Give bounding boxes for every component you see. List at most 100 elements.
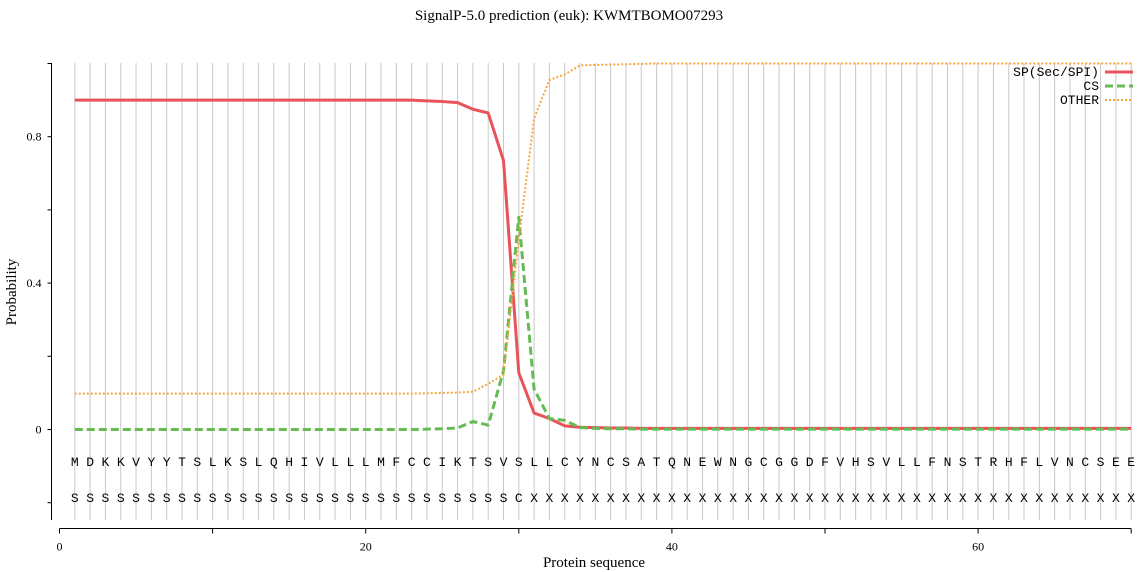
sequence-residue: D [806, 455, 814, 470]
residue-label: X [607, 491, 615, 506]
sequence-residue: V [836, 455, 844, 470]
residue-label: X [1051, 491, 1059, 506]
sequence-residue: C [408, 455, 416, 470]
residue-label: X [974, 491, 982, 506]
x-tick-label: 0 [57, 540, 63, 554]
residue-label: X [729, 491, 737, 506]
residue-label: X [1066, 491, 1074, 506]
residue-label: X [653, 491, 661, 506]
residue-label: S [438, 491, 446, 506]
residue-label: S [102, 491, 110, 506]
series-line-other [74, 62, 1132, 395]
y-tick-label: 0 [36, 423, 42, 437]
sequence-residue: L [346, 455, 354, 470]
x-tick-label: 60 [972, 540, 984, 554]
residue-label: S [178, 491, 186, 506]
series-line-cs [74, 215, 1132, 431]
y-axis-label: Probability [4, 258, 20, 325]
residue-label: S [193, 491, 201, 506]
sequence-residue: L [255, 455, 263, 470]
sequence-residue: L [898, 455, 906, 470]
x-axis: 0 20 40 60 [57, 528, 1132, 554]
series-line-sp-sec-spi [74, 98, 1132, 430]
residue-label: X [1005, 491, 1013, 506]
residue-label: X [637, 491, 645, 506]
residue-label: X [990, 491, 998, 506]
chart-title: SignalP-5.0 prediction (euk): KWMTBOMO07… [415, 8, 723, 24]
sequence-residue: L [331, 455, 339, 470]
residue-label: X [1112, 491, 1120, 506]
residue-label: X [745, 491, 753, 506]
sequence-residue: V [882, 455, 890, 470]
sequence-residue: K [102, 455, 110, 470]
residue-label: X [928, 491, 936, 506]
sequence-residue: S [867, 455, 875, 470]
residue-label: X [576, 491, 584, 506]
legend-label: SP(Sec/SPI) [1013, 65, 1099, 80]
sequence-residue: G [745, 455, 753, 470]
residue-label: S [117, 491, 125, 506]
residue-label: X [836, 491, 844, 506]
sequence-residue: T [974, 455, 982, 470]
sequence-residue: K [224, 455, 232, 470]
sequence-residue: K [454, 455, 462, 470]
sequence-residue: S [1097, 455, 1105, 470]
residue-label: X [898, 491, 906, 506]
x-tick-label: 40 [666, 540, 678, 554]
sequence-residue: E [1127, 455, 1135, 470]
sequence-residue: L [530, 455, 538, 470]
sequence-residue: S [515, 455, 523, 470]
sequence-residue: Y [147, 455, 155, 470]
residue-label: X [1020, 491, 1028, 506]
residue-label: X [806, 491, 814, 506]
sequence-residue: V [1051, 455, 1059, 470]
sequence-residue: V [500, 455, 508, 470]
sequence-residue: M [71, 455, 79, 470]
residue-label: S [316, 491, 324, 506]
sequence-residue: I [301, 455, 309, 470]
residue-label: X [944, 491, 952, 506]
residue-label: X [714, 491, 722, 506]
sequence-residue: A [637, 455, 645, 470]
residue-label: S [86, 491, 94, 506]
residue-label: S [500, 491, 508, 506]
sequence-residue: N [729, 455, 737, 470]
residue-label: X [699, 491, 707, 506]
residue-label: S [239, 491, 247, 506]
residue-label: X [790, 491, 798, 506]
sequence-residue: F [928, 455, 936, 470]
residue-label: C [515, 491, 523, 506]
residue-label: S [163, 491, 171, 506]
sequence-residue: N [944, 455, 952, 470]
residue-label: S [469, 491, 477, 506]
sequence-residue: L [546, 455, 554, 470]
residue-label: X [530, 491, 538, 506]
residue-label: X [760, 491, 768, 506]
sequence-residue: S [959, 455, 967, 470]
residue-label: S [209, 491, 217, 506]
sequence-residue: K [117, 455, 125, 470]
residue-label: X [1081, 491, 1089, 506]
sequence-residue: G [790, 455, 798, 470]
sequence-residue: L [362, 455, 370, 470]
residue-label: X [546, 491, 554, 506]
legend-label: CS [1083, 79, 1099, 94]
residue-label: X [622, 491, 630, 506]
residue-label: X [1097, 491, 1105, 506]
sequence-residue: S [239, 455, 247, 470]
residue-label: X [852, 491, 860, 506]
sequence-residue: E [1112, 455, 1120, 470]
residue-label: S [408, 491, 416, 506]
residue-label: S [346, 491, 354, 506]
sequence-residue: Q [270, 455, 278, 470]
sequence-residue: H [1005, 455, 1013, 470]
y-axis: 0 0.4 0.8 [27, 63, 52, 520]
sequence-residue: C [760, 455, 768, 470]
residue-label: X [959, 491, 967, 506]
sequence-residue: G [775, 455, 783, 470]
sequence-residue: T [469, 455, 477, 470]
residue-label: S [423, 491, 431, 506]
